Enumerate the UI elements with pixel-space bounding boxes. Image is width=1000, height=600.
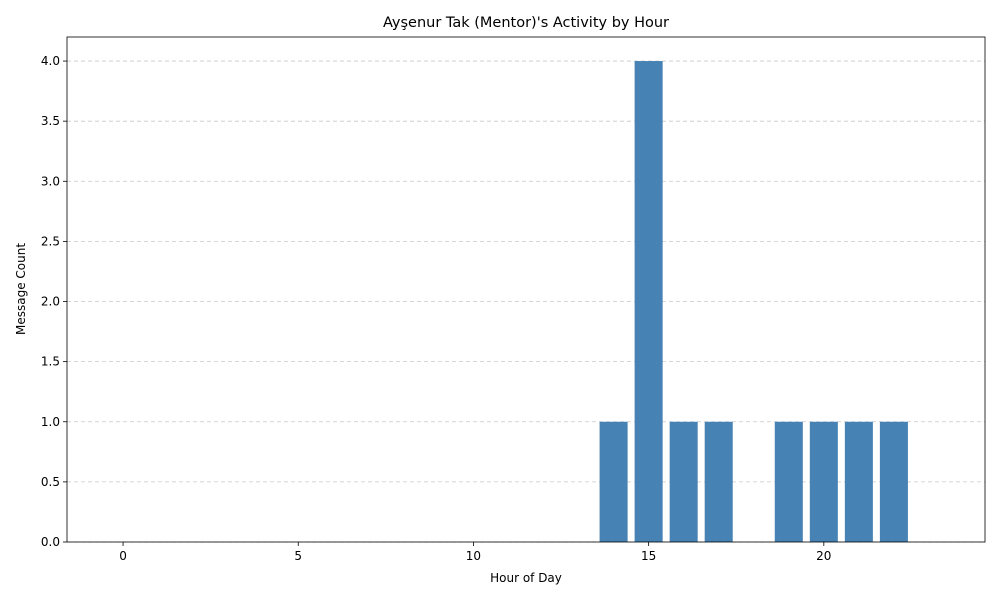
x-tick-label: 10 [466, 549, 481, 563]
bar-hour-21 [844, 421, 873, 542]
chart-title: Ayşenur Tak (Mentor)'s Activity by Hour [383, 15, 669, 31]
plot-frame [66, 36, 986, 543]
x-tick-label: 20 [816, 549, 831, 563]
tick-labels: 0.0 0.5 1.0 1.5 2.0 2.5 3.0 3.5 4.0 0 5 10 15 20 [41, 54, 832, 563]
bar-hour-16 [669, 421, 698, 542]
y-tick-label: 2.0 [41, 295, 60, 309]
y-tick-label: 3.5 [41, 114, 60, 128]
bar-hour-17 [704, 421, 733, 542]
bar-hour-22 [879, 421, 908, 542]
bar-hour-20 [809, 421, 838, 542]
y-axis-label: Message Count [14, 243, 28, 335]
x-tick-label: 0 [119, 549, 127, 563]
y-tick-label: 1.5 [41, 355, 60, 369]
x-axis-label: Hour of Day [490, 571, 562, 585]
y-tick-label: 0.0 [41, 535, 60, 549]
y-tick-label: 4.0 [41, 54, 60, 68]
axes [63, 36, 986, 546]
x-tick-label: 5 [294, 549, 302, 563]
y-tick-label: 0.5 [41, 475, 60, 489]
bar-hour-19 [774, 421, 803, 542]
bars [599, 61, 908, 543]
x-tick-label: 15 [641, 549, 656, 563]
y-tick-label: 1.0 [41, 415, 60, 429]
y-tick-label: 3.0 [41, 174, 60, 188]
y-tick-label: 2.5 [41, 234, 60, 248]
bar-hour-15 [634, 61, 663, 543]
bar-hour-14 [599, 421, 628, 542]
